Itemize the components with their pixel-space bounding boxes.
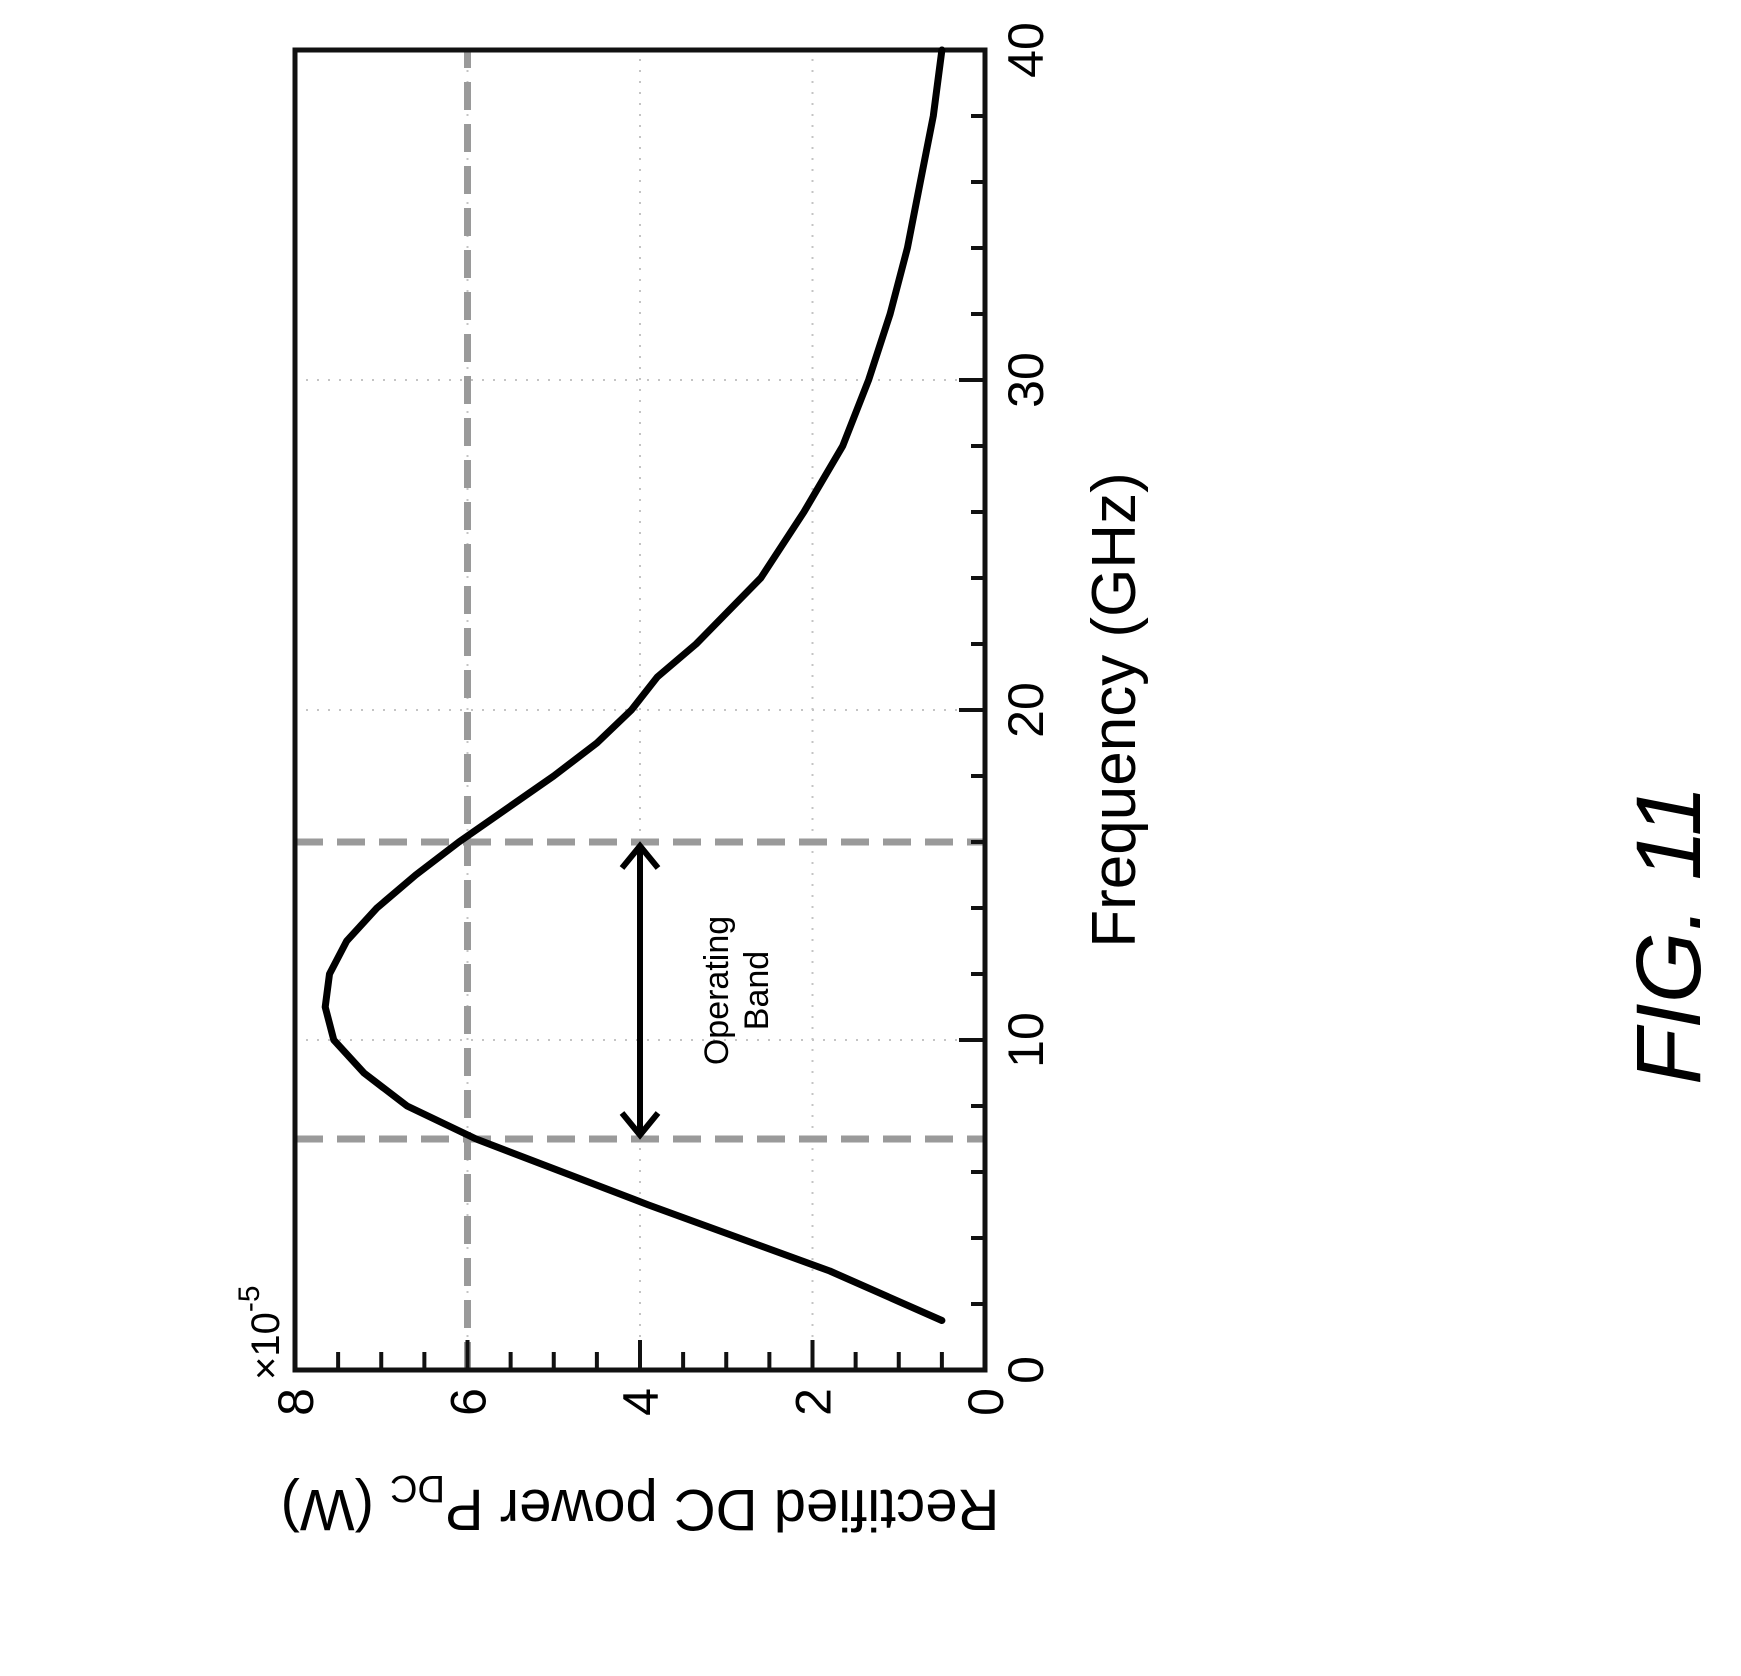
y-scale-multiplier: ×10-5: [233, 1285, 288, 1380]
axis-labels: 0 10 20 30 40 0 2 4 6 8 Frequency (GHz) Rectified D…: [233, 22, 1149, 1542]
curve-layer: [321, 46, 946, 1324]
x-tick-label: 20: [998, 682, 1054, 738]
y-axis-title: Rectified DC power PDC (W): [281, 1467, 1000, 1542]
axes: [292, 47, 988, 1373]
x-axis-title: Frequency (GHz): [1080, 472, 1149, 947]
y-tick-label: 8: [268, 1388, 324, 1416]
operating-band-arrowhead-left: [619, 1111, 661, 1140]
y-scale-base: ×10: [244, 1312, 288, 1380]
x-tick-label: 30: [998, 352, 1054, 408]
y-tick-label: 2: [786, 1388, 842, 1416]
x-tick-label: 0: [998, 1356, 1054, 1384]
operating-band-label-line2: Band: [738, 951, 776, 1030]
operating-band-label-line1: Operating: [698, 916, 736, 1065]
y-axis-title-unit: (W): [281, 1477, 391, 1542]
y-axis-title-main: Rectified DC power P: [445, 1477, 999, 1542]
grid: [295, 50, 985, 1370]
x-tick-label: 10: [998, 1012, 1054, 1068]
y-tick-label: 6: [441, 1388, 497, 1416]
operating-band-arrowhead-right: [619, 841, 661, 870]
y-axis-title-subscript: DC: [390, 1467, 445, 1509]
x-tick-label: 40: [998, 22, 1054, 78]
y-tick-label: 0: [958, 1388, 1014, 1416]
figure-label: FIG. 11: [1618, 785, 1720, 1085]
y-tick-label: 4: [613, 1388, 669, 1416]
y-scale-exponent: -5: [233, 1285, 266, 1312]
rotated-chart: Operating Band 0 10 20 30 40 0 2 4 6 8 Frequency (G…: [233, 22, 1149, 1542]
operating-band-annotation: Operating Band: [619, 841, 776, 1140]
power-curve: [321, 46, 946, 1324]
